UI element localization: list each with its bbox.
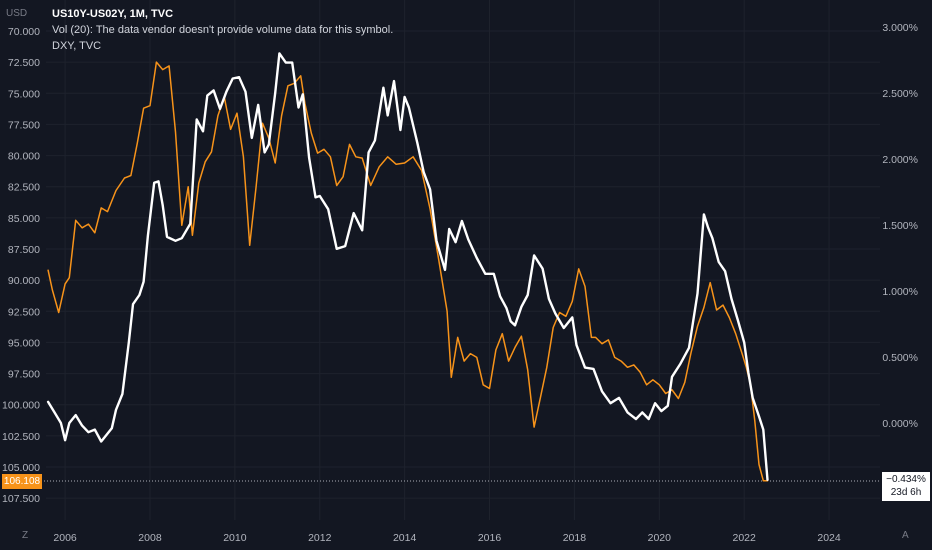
right-tick-label: 0.000%: [882, 418, 918, 430]
chart-legend: US10Y-US02Y, 1M, TVC Vol (20): The data …: [52, 6, 393, 54]
time-tick-label: 2024: [817, 532, 841, 544]
time-tick-label: 2018: [563, 532, 587, 544]
left-tick-label: 90.000: [8, 275, 40, 287]
left-tick-label: 105.000: [2, 462, 40, 474]
time-tick-label: 2012: [308, 532, 332, 544]
left-tick-label: 80.000: [8, 151, 40, 163]
time-tick-label: 2022: [733, 532, 757, 544]
left-tick-label: 95.000: [8, 337, 40, 349]
right-tick-label: 1.500%: [882, 220, 918, 232]
left-tick-label: 100.000: [2, 400, 40, 412]
left-tick-label: 70.000: [8, 26, 40, 38]
spread-series-line: [46, 52, 769, 481]
time-tick-label: 2006: [53, 532, 77, 544]
time-tick-label: 2014: [393, 532, 417, 544]
right-tick-label: 0.500%: [882, 352, 918, 364]
time-tick-label: 2016: [478, 532, 502, 544]
right-tick-label: 2.500%: [882, 88, 918, 100]
left-tick-label: 82.500: [8, 182, 40, 194]
left-tick-label: 107.500: [2, 493, 40, 505]
left-tick-label: 85.000: [8, 213, 40, 225]
z-button[interactable]: Z: [22, 530, 29, 541]
left-tick-label: 75.000: [8, 88, 40, 100]
left-tick-label: 72.500: [8, 57, 40, 69]
left-price-axis[interactable]: 70.000 72.500 75.000 77.500 80.000 82.500 85.0…: [2, 26, 40, 505]
legend-main-symbol[interactable]: US10Y-US02Y, 1M, TVC: [52, 8, 174, 20]
time-tick-label: 2010: [223, 532, 247, 544]
left-tick-label: 97.500: [8, 369, 40, 381]
bar-countdown: 23d 6h: [890, 487, 922, 498]
right-tick-label: 2.000%: [882, 154, 918, 166]
legend-volume: Vol (20): The data vendor doesn't provid…: [52, 24, 394, 36]
right-tick-label: 1.000%: [882, 286, 918, 298]
time-axis[interactable]: 2006 2008 2010 2012 2014 2016 2018 2020 2022 2024: [53, 532, 840, 544]
right-tick-label: 3.000%: [882, 22, 918, 34]
left-tick-label: 92.500: [8, 306, 40, 318]
left-tick-label: 77.500: [8, 119, 40, 131]
right-percent-axis[interactable]: 3.000% 2.500% 2.000% 1.500% 1.000% 0.500% 0.00…: [882, 22, 918, 430]
time-tick-label: 2008: [138, 532, 162, 544]
spread-current-value-label: −0.434% 23d 6h: [882, 472, 930, 501]
left-axis-unit: USD: [6, 8, 28, 19]
grid: [46, 0, 880, 520]
spread-current-value: −0.434%: [886, 474, 926, 485]
left-tick-label: 87.500: [8, 244, 40, 256]
left-tick-label: 102.500: [2, 431, 40, 443]
legend-secondary-symbol[interactable]: DXY, TVC: [52, 40, 102, 52]
series-layer: [46, 52, 769, 482]
dxy-series-line: [47, 61, 769, 482]
time-tick-label: 2020: [648, 532, 672, 544]
dxy-current-price-label: 106.108: [2, 474, 42, 489]
auto-scale-button[interactable]: A: [902, 530, 909, 541]
